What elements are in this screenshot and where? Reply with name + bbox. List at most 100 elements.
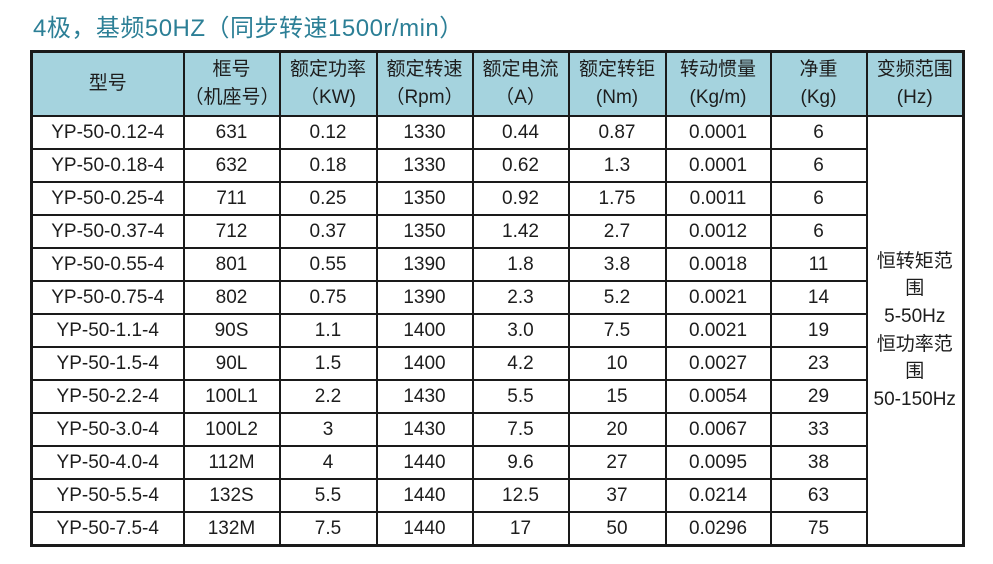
- table-body: YP-50-0.12-4 631 0.12 1330 0.44 0.87 0.0001 6 恒转…: [30, 115, 965, 547]
- cell-net-weight: 6: [769, 214, 868, 249]
- cell-net-weight: 23: [769, 346, 868, 381]
- cell-rated-current: 0.44: [471, 115, 570, 150]
- table-row: YP-50-0.75-4 802 0.75 1390 2.3 5.2 0.0021 14: [30, 280, 964, 315]
- cell-rated-current: 12.5: [471, 478, 570, 513]
- cell-rated-torque: 1.3: [567, 148, 667, 183]
- cell-net-weight: 19: [769, 313, 868, 348]
- cell-rated-speed: 1350: [375, 181, 474, 216]
- cell-rated-current: 17: [471, 511, 570, 547]
- freq-range-line: 恒功率范围: [876, 333, 953, 383]
- cell-net-weight: 75: [769, 511, 868, 547]
- cell-rated-current: 3.0: [471, 313, 570, 348]
- cell-frame-number: 631: [182, 115, 281, 150]
- cell-frame-number: 801: [182, 247, 281, 282]
- cell-rated-torque: 3.8: [567, 247, 667, 282]
- cell-rated-torque: 1.75: [567, 181, 667, 216]
- table-row: YP-50-7.5-4 132M 7.5 1440 17 50 0.0296 75: [30, 511, 964, 547]
- cell-frame-number: 112M: [182, 445, 281, 480]
- table-row: YP-50-0.12-4 631 0.12 1330 0.44 0.87 0.0001 6 恒转…: [30, 115, 965, 547]
- header-rated-speed: 额定转速 （Rpm）: [375, 50, 474, 117]
- cell-rated-current: 4.2: [471, 346, 570, 381]
- cell-moment-of-inertia: 0.0095: [664, 445, 772, 480]
- cell-rated-torque: 27: [567, 445, 667, 480]
- cell-rated-current: 1.42: [471, 214, 570, 249]
- header-line1: 型号: [88, 72, 127, 94]
- cell-moment-of-inertia: 0.0001: [664, 148, 772, 183]
- cell-rated-speed: 1330: [375, 148, 474, 183]
- cell-net-weight: 11: [769, 247, 868, 282]
- header-freq-range: 变频范围 (Hz): [865, 50, 965, 117]
- cell-rated-speed: 1390: [375, 280, 474, 315]
- cell-rated-speed: 1440: [375, 445, 474, 480]
- header-line2: (Hz): [896, 87, 933, 108]
- cell-rated-speed: 1350: [375, 214, 474, 249]
- cell-frame-number: 132S: [182, 478, 281, 513]
- table-row: YP-50-0.25-4 711 0.25 1350 0.92 1.75 0.0011 6: [30, 181, 964, 216]
- cell-model: YP-50-2.2-4: [30, 379, 185, 414]
- cell-frame-number: 632: [182, 148, 281, 183]
- cell-rated-speed: 1400: [375, 313, 474, 348]
- cell-frame-number: 712: [182, 214, 281, 249]
- cell-model: YP-50-0.75-4: [30, 280, 185, 315]
- table-row: YP-50-0.55-4 801 0.55 1390 1.8 3.8 0.0018 11: [30, 247, 964, 282]
- cell-rated-torque: 20: [567, 412, 667, 447]
- cell-moment-of-inertia: 0.0067: [664, 412, 772, 447]
- cell-frame-number: 100L1: [182, 379, 281, 414]
- cell-rated-speed: 1390: [375, 247, 474, 282]
- header-rated-power: 额定功率 （KW): [278, 50, 378, 117]
- cell-moment-of-inertia: 0.0012: [664, 214, 772, 249]
- cell-moment-of-inertia: 0.0214: [664, 478, 772, 513]
- header-line1: 额定转钜: [578, 58, 655, 80]
- cell-net-weight: 29: [769, 379, 868, 414]
- cell-model: YP-50-1.5-4: [30, 346, 185, 381]
- cell-rated-current: 9.6: [471, 445, 570, 480]
- cell-net-weight: 63: [769, 478, 868, 513]
- cell-moment-of-inertia: 0.0021: [664, 313, 772, 348]
- cell-model: YP-50-0.37-4: [30, 214, 185, 249]
- header-line2: （机座号）: [184, 87, 280, 108]
- cell-rated-current: 1.8: [471, 247, 570, 282]
- freq-range-line: 恒转矩范围: [876, 250, 953, 300]
- cell-rated-speed: 1430: [375, 379, 474, 414]
- cell-frame-number: 802: [182, 280, 281, 315]
- cell-moment-of-inertia: 0.0054: [664, 379, 772, 414]
- cell-rated-current: 5.5: [471, 379, 570, 414]
- cell-moment-of-inertia: 0.0296: [664, 511, 772, 547]
- table-row: YP-50-3.0-4 100L2 3 1430 7.5 20 0.0067 33: [30, 412, 964, 447]
- cell-rated-current: 0.92: [471, 181, 570, 216]
- table-row: YP-50-1.5-4 90L 1.5 1400 4.2 10 0.0027 23: [30, 346, 964, 381]
- header-rated-torque: 额定转钜 (Nm): [567, 50, 667, 117]
- header-line1: 额定转速: [386, 58, 463, 80]
- header-moment-of-inertia: 转动惯量 (Kg/m): [664, 50, 772, 117]
- header-line2: （Rpm）: [385, 87, 464, 108]
- cell-model: YP-50-1.1-4: [30, 313, 185, 348]
- cell-rated-power: 1.5: [278, 346, 378, 381]
- cell-rated-current: 0.62: [471, 148, 570, 183]
- header-line2: (Kg/m): [689, 87, 747, 108]
- table-header: 型号 框号 （机座号） 额定功率 （KW) 额定转速 （Rpm） 额定电流 （A…: [30, 50, 965, 117]
- cell-frame-number: 100L2: [182, 412, 281, 447]
- header-net-weight: 净重 (Kg): [769, 50, 868, 117]
- cell-net-weight: 14: [769, 280, 868, 315]
- freq-range-cell: 恒转矩范围 5-50Hz 恒功率范围 50-150Hz: [865, 115, 965, 547]
- cell-rated-speed: 1330: [375, 115, 474, 150]
- cell-model: YP-50-0.55-4: [30, 247, 185, 282]
- header-line1: 额定功率: [289, 58, 366, 80]
- cell-net-weight: 38: [769, 445, 868, 480]
- cell-rated-torque: 10: [567, 346, 667, 381]
- cell-rated-torque: 15: [567, 379, 667, 414]
- table-row: YP-50-4.0-4 112M 4 1440 9.6 27 0.0095 38: [30, 445, 964, 480]
- header-line2: (Kg): [800, 87, 837, 108]
- cell-rated-power: 7.5: [278, 511, 378, 547]
- cell-rated-power: 4: [278, 445, 378, 480]
- cell-rated-torque: 0.87: [567, 115, 667, 150]
- header-row: 型号 框号 （机座号） 额定功率 （KW) 额定转速 （Rpm） 额定电流 （A…: [30, 50, 965, 117]
- header-line2: （A）: [495, 87, 546, 108]
- cell-rated-torque: 5.2: [567, 280, 667, 315]
- cell-model: YP-50-0.18-4: [30, 148, 185, 183]
- header-line1: 框号: [212, 58, 251, 80]
- cell-rated-speed: 1430: [375, 412, 474, 447]
- cell-rated-torque: 2.7: [567, 214, 667, 249]
- cell-model: YP-50-7.5-4: [30, 511, 185, 547]
